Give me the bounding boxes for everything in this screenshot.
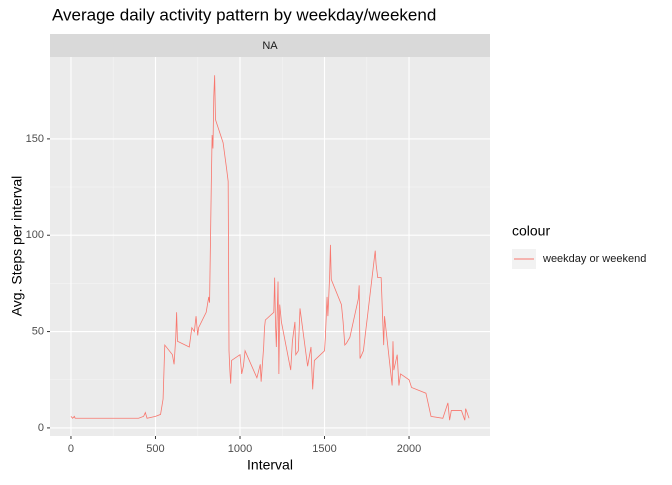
x-tick-label: 1000: [228, 443, 252, 455]
facet-strip: [50, 34, 490, 57]
y-tick-label: 50: [32, 325, 44, 337]
y-tick-label: 100: [26, 229, 44, 241]
x-tick-label: 2000: [397, 443, 421, 455]
facet-label: NA: [262, 40, 278, 52]
x-tick-label: 1500: [312, 443, 336, 455]
y-axis-label: Avg. Steps per interval: [9, 176, 25, 317]
panel: [50, 57, 490, 436]
line: [70, 75, 470, 421]
y-tick-label: 0: [38, 422, 44, 434]
legend-label: weekday or weekend: [542, 253, 646, 265]
x-tick-label: 500: [146, 443, 164, 455]
x-tick-label: 0: [68, 443, 74, 455]
legend-title: colour: [512, 223, 550, 239]
x-axis-label: Interval: [247, 457, 293, 473]
y-tick-label: 150: [26, 133, 44, 145]
chart-title: Average daily activity pattern by weekda…: [52, 5, 436, 24]
